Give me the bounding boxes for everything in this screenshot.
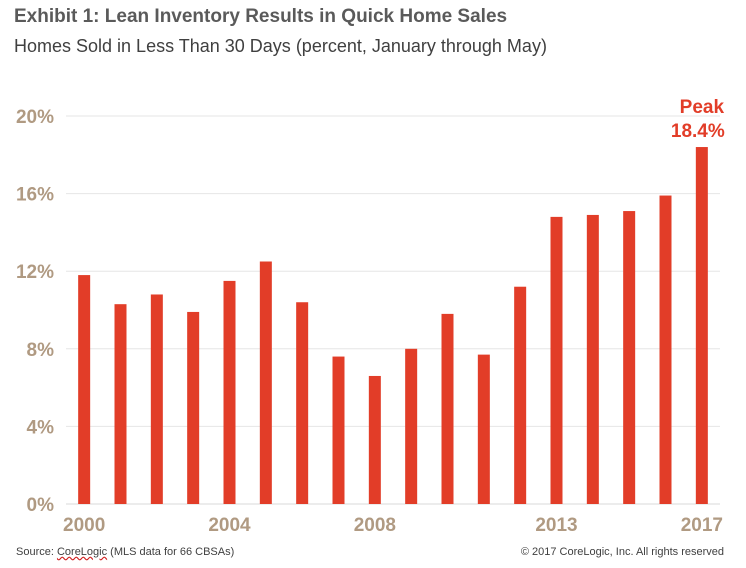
bar-2005	[259, 261, 272, 504]
bar-2000	[78, 275, 91, 504]
source-prefix: Source:	[16, 546, 57, 558]
bar-2011	[477, 354, 490, 504]
bar-2007	[332, 356, 345, 504]
bar-2003	[187, 311, 200, 504]
bar-2006	[296, 302, 309, 504]
bar-2008	[368, 375, 381, 504]
bar-2014	[586, 214, 599, 504]
x-tick-label: 2017	[681, 515, 723, 536]
y-tick-label: 12%	[16, 262, 54, 283]
source-org: CoreLogic	[56, 546, 108, 558]
source-suffix: (MLS data for 66 CBSAs)	[107, 546, 235, 558]
y-tick-label: 0%	[27, 495, 55, 516]
bar-2016	[659, 195, 672, 505]
y-tick-label: 20%	[16, 107, 54, 128]
y-tick-label: 8%	[27, 340, 55, 361]
chart-subtitle: Homes Sold in Less Than 30 Days (percent…	[14, 36, 547, 56]
peak-annotation-label: Peak	[680, 97, 725, 118]
x-tick-label: 2013	[535, 515, 577, 536]
bar-2015	[623, 211, 636, 504]
x-tick-label: 2008	[354, 515, 396, 536]
y-tick-label: 4%	[27, 417, 55, 438]
bar-2010	[441, 313, 454, 504]
peak-annotation-value: 18.4%	[671, 121, 725, 142]
copyright-note: © 2017 CoreLogic, Inc. All rights reserv…	[520, 546, 724, 558]
x-tick-label: 2000	[63, 515, 105, 536]
chart-title: Exhibit 1: Lean Inventory Results in Qui…	[14, 6, 508, 27]
bar-2013	[550, 216, 563, 504]
bar-2004	[223, 280, 236, 504]
bar-2009	[405, 348, 418, 504]
bar-2012	[514, 286, 527, 504]
bar-2001	[114, 304, 127, 504]
x-tick-label: 2004	[208, 515, 251, 536]
source-note: Source: CoreLogic (MLS data for 66 CBSAs…	[16, 546, 234, 558]
bar-2002	[150, 294, 163, 504]
y-tick-label: 16%	[16, 185, 54, 206]
bar-2017	[695, 147, 708, 505]
